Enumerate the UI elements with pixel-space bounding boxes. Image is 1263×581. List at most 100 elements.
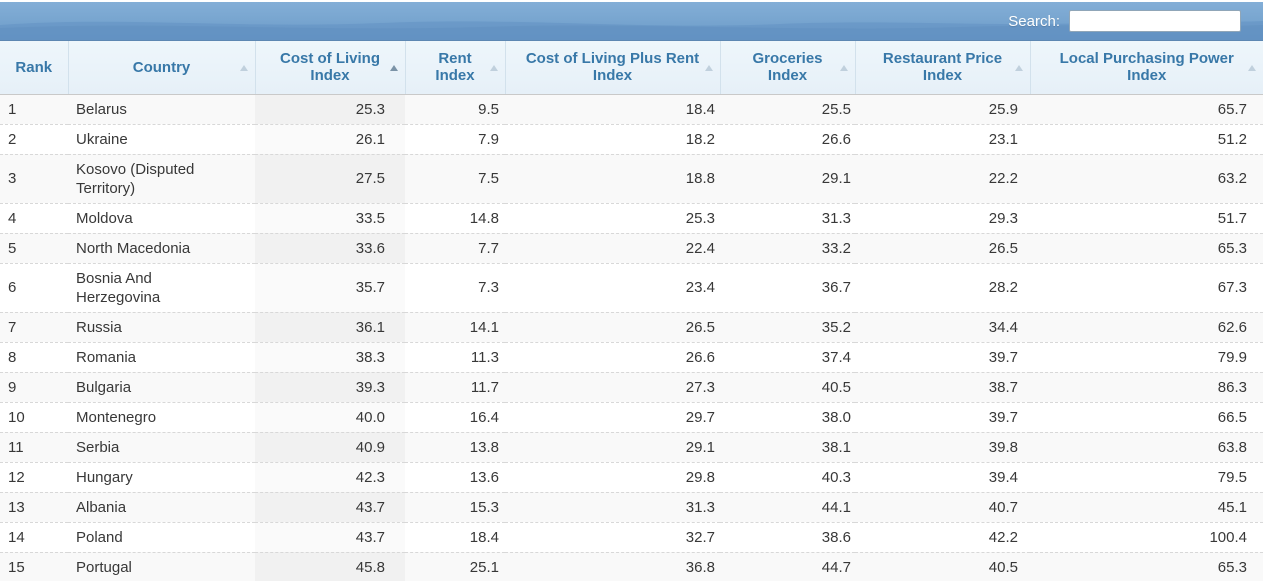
restaurant-price-cell: 26.5: [855, 233, 1030, 264]
table-row: 14 Poland 43.7 18.4 32.7 38.6 42.2 100.4: [0, 522, 1263, 553]
column-header-restaurant-price-index[interactable]: Restaurant Price Index: [854, 41, 1030, 95]
table-row: 1 Belarus 25.3 9.5 18.4 25.5 25.9 65.7: [0, 94, 1263, 125]
column-header-label: Restaurant Price Index: [882, 50, 1003, 85]
restaurant-price-cell: 39.4: [855, 462, 1030, 493]
local-purchasing-power-cell: 79.9: [1030, 342, 1263, 373]
rent-cell: 13.6: [405, 462, 505, 493]
column-header-label: Local Purchasing Power Index: [1059, 50, 1234, 85]
cost-of-living-plus-rent-cell: 22.4: [505, 233, 720, 264]
rank-cell: 5: [0, 233, 68, 264]
column-header-rank[interactable]: Rank: [0, 41, 68, 95]
rent-cell: 11.7: [405, 372, 505, 403]
column-header-label: Rent Index: [435, 50, 475, 85]
rank-cell: 4: [0, 203, 68, 234]
cost-of-living-cell: 43.7: [255, 522, 405, 553]
rank-cell: 15: [0, 552, 68, 581]
column-header-label: Cost of Living Index: [280, 50, 380, 85]
groceries-cell: 38.1: [720, 432, 855, 463]
cost-of-living-cell: 26.1: [255, 124, 405, 155]
rent-cell: 9.5: [405, 94, 505, 125]
local-purchasing-power-cell: 62.6: [1030, 312, 1263, 343]
country-cell: Bulgaria: [68, 372, 255, 403]
groceries-cell: 36.7: [720, 263, 855, 313]
local-purchasing-power-cell: 65.3: [1030, 552, 1263, 581]
cost-of-living-plus-rent-cell: 18.2: [505, 124, 720, 155]
column-header-country[interactable]: Country: [67, 41, 255, 95]
rank-cell: 10: [0, 402, 68, 433]
groceries-cell: 35.2: [720, 312, 855, 343]
cost-of-living-cell: 25.3: [255, 94, 405, 125]
column-header-groceries-index[interactable]: Groceries Index: [719, 41, 855, 95]
rent-cell: 11.3: [405, 342, 505, 373]
column-header-label: Country: [132, 58, 191, 76]
cost-of-living-plus-rent-cell: 36.8: [505, 552, 720, 581]
cost-of-living-data-table: Rank Country Cost of Living Index Rent Inde…: [0, 41, 1263, 581]
table-row: 6 Bosnia And Herzegovina 35.7 7.3 23.4 36.7 28…: [0, 263, 1263, 313]
sort-ascending-active-icon: [389, 65, 398, 72]
country-cell: Romania: [68, 342, 255, 373]
groceries-cell: 40.3: [720, 462, 855, 493]
column-header-label: Groceries Index: [752, 50, 823, 85]
table-row: 5 North Macedonia 33.6 7.7 22.4 33.2 26.5 65.3: [0, 233, 1263, 264]
rent-cell: 7.7: [405, 233, 505, 264]
rent-cell: 7.9: [405, 124, 505, 155]
cost-of-living-cell: 42.3: [255, 462, 405, 493]
table-row: 13 Albania 43.7 15.3 31.3 44.1 40.7 45.1: [0, 492, 1263, 523]
restaurant-price-cell: 25.9: [855, 94, 1030, 125]
table-row: 15 Portugal 45.8 25.1 36.8 44.7 40.5 65.3: [0, 552, 1263, 581]
search-input[interactable]: [1069, 10, 1241, 32]
local-purchasing-power-cell: 51.7: [1030, 203, 1263, 234]
local-purchasing-power-cell: 67.3: [1030, 263, 1263, 313]
local-purchasing-power-cell: 63.2: [1030, 154, 1263, 204]
column-header-label: Rank: [15, 58, 53, 76]
column-header-rent-index[interactable]: Rent Index: [404, 41, 505, 95]
rank-cell: 3: [0, 154, 68, 204]
rent-cell: 7.5: [405, 154, 505, 204]
rent-cell: 14.8: [405, 203, 505, 234]
search-label: Search:: [1008, 12, 1060, 30]
rank-cell: 9: [0, 372, 68, 403]
groceries-cell: 40.5: [720, 372, 855, 403]
local-purchasing-power-cell: 63.8: [1030, 432, 1263, 463]
restaurant-price-cell: 39.7: [855, 402, 1030, 433]
country-cell: Serbia: [68, 432, 255, 463]
rank-cell: 6: [0, 263, 68, 313]
country-cell: Bosnia And Herzegovina: [68, 263, 255, 313]
cost-of-living-cell: 45.8: [255, 552, 405, 581]
local-purchasing-power-cell: 45.1: [1030, 492, 1263, 523]
groceries-cell: 38.0: [720, 402, 855, 433]
local-purchasing-power-cell: 79.5: [1030, 462, 1263, 493]
cost-of-living-cell: 38.3: [255, 342, 405, 373]
cost-of-living-cell: 27.5: [255, 154, 405, 204]
table-toolbar: Search:: [0, 2, 1263, 41]
column-header-cost-of-living-plus-rent-index[interactable]: Cost of Living Plus Rent Index: [504, 41, 720, 95]
country-cell: Poland: [68, 522, 255, 553]
rank-cell: 1: [0, 94, 68, 125]
cost-of-living-plus-rent-cell: 31.3: [505, 492, 720, 523]
restaurant-price-cell: 39.8: [855, 432, 1030, 463]
groceries-cell: 26.6: [720, 124, 855, 155]
sort-ascending-icon: [704, 65, 713, 72]
groceries-cell: 37.4: [720, 342, 855, 373]
country-cell: North Macedonia: [68, 233, 255, 264]
groceries-cell: 25.5: [720, 94, 855, 125]
country-cell: Kosovo (Disputed Territory): [68, 154, 255, 204]
cost-of-living-cell: 33.6: [255, 233, 405, 264]
cost-of-living-plus-rent-cell: 26.5: [505, 312, 720, 343]
rent-cell: 25.1: [405, 552, 505, 581]
cost-of-living-plus-rent-cell: 29.8: [505, 462, 720, 493]
table-row: 7 Russia 36.1 14.1 26.5 35.2 34.4 62.6: [0, 312, 1263, 343]
rent-cell: 18.4: [405, 522, 505, 553]
cost-of-living-cell: 40.9: [255, 432, 405, 463]
restaurant-price-cell: 28.2: [855, 263, 1030, 313]
cost-of-living-cell: 33.5: [255, 203, 405, 234]
column-header-local-purchasing-power-index[interactable]: Local Purchasing Power Index: [1029, 41, 1263, 95]
groceries-cell: 33.2: [720, 233, 855, 264]
country-cell: Albania: [68, 492, 255, 523]
rank-cell: 14: [0, 522, 68, 553]
rent-cell: 16.4: [405, 402, 505, 433]
column-header-cost-of-living-index[interactable]: Cost of Living Index: [254, 41, 405, 95]
restaurant-price-cell: 22.2: [855, 154, 1030, 204]
cost-of-living-cell: 40.0: [255, 402, 405, 433]
